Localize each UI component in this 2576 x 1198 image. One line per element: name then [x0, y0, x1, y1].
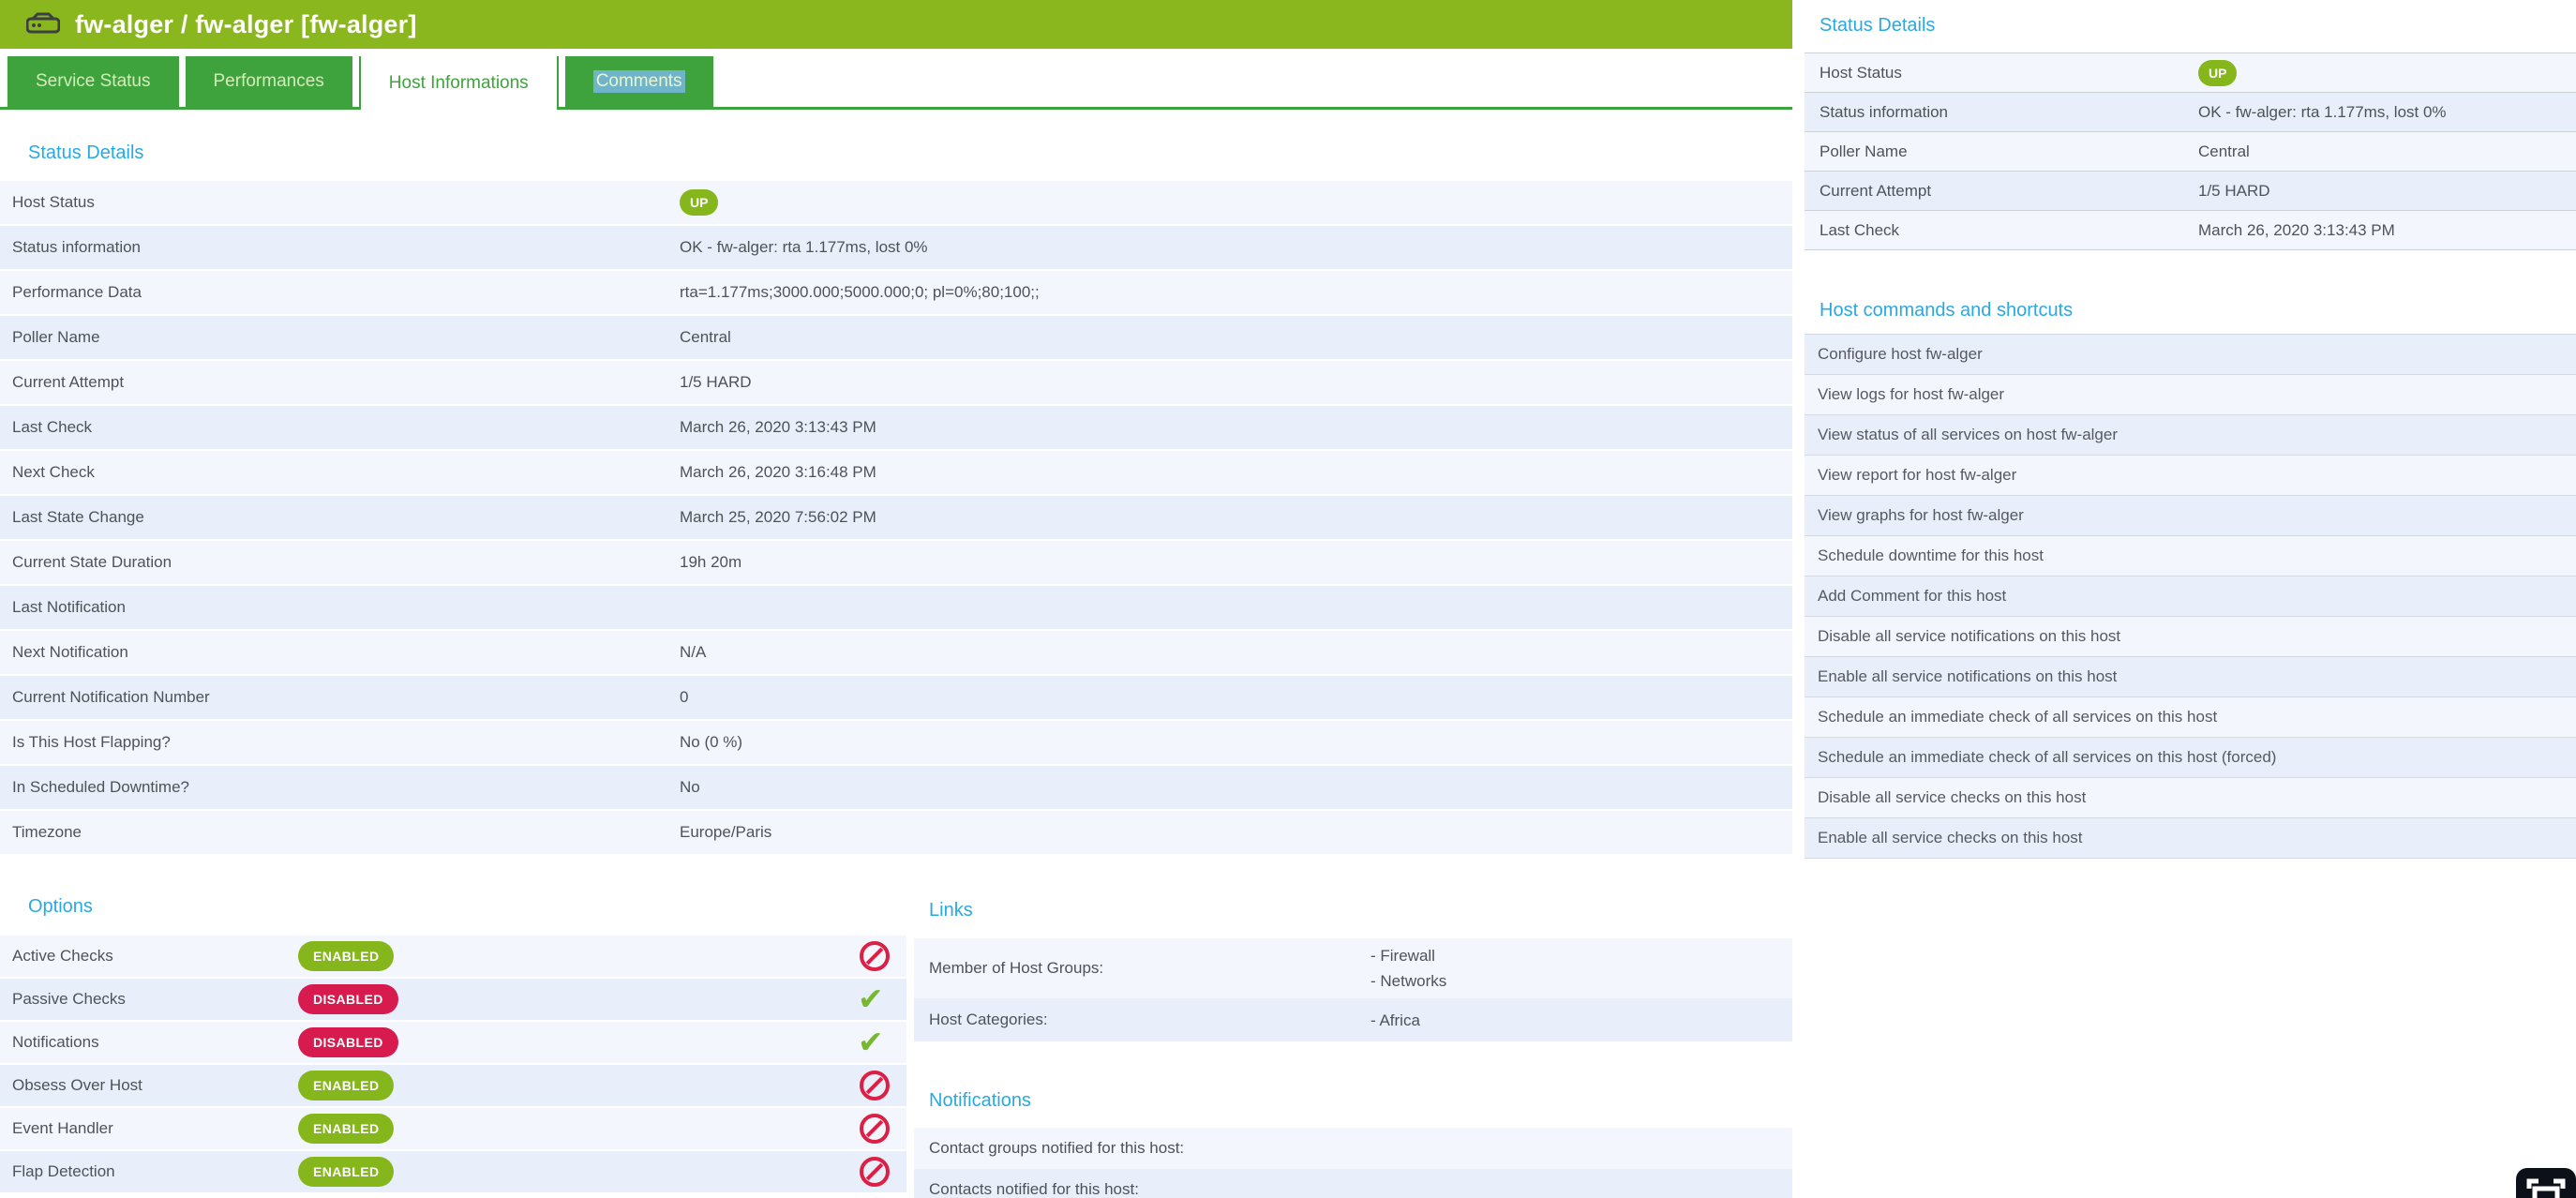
host-status-badge: UP [2198, 59, 2238, 86]
host-header: fw-alger / fw-alger [fw-alger] [0, 0, 1792, 49]
side-status-details-title: Status Details [1820, 15, 1936, 36]
option-row: Obsess Over Host ENABLED [0, 1065, 906, 1108]
options-table: Active Checks ENABLED Passive Checks DISAB… [0, 936, 906, 1194]
host-server-icon [26, 12, 60, 37]
check-icon[interactable] [858, 983, 890, 1015]
host-category-link[interactable]: - Africa [1370, 1011, 1420, 1029]
command-enable-service-checks[interactable]: Enable all service checks on this host [1805, 818, 2576, 859]
command-view-status-all-services[interactable]: View status of all services on host fw-a… [1805, 415, 2576, 456]
table-row: Next Check March 26, 2020 3:16:48 PM [0, 451, 1792, 496]
table-row: Last Check March 26, 2020 3:13:43 PM [0, 406, 1792, 451]
table-row: Host Categories: - Africa [914, 998, 1792, 1041]
table-row: Is This Host Flapping? No (0 %) [0, 721, 1792, 766]
deny-icon[interactable] [860, 1071, 890, 1101]
links-table: Member of Host Groups: - Firewall - Netw… [914, 938, 1792, 1041]
notifications-title: Notifications [929, 1090, 1031, 1111]
command-disable-service-checks[interactable]: Disable all service checks on this host [1805, 778, 2576, 818]
table-row: Contacts notified for this host: [914, 1169, 1792, 1198]
table-row: Member of Host Groups: - Firewall - Netw… [914, 938, 1792, 998]
table-row: Host Status UP [1805, 53, 2576, 93]
status-details-table: Host Status UP Status information OK - fw-… [0, 181, 1792, 856]
option-row: Notifications DISABLED [0, 1022, 906, 1065]
selected-text: Comments [592, 70, 685, 93]
side-status-table: Host Status UP Status information OK - fw-… [1805, 52, 2576, 250]
table-row: In Scheduled Downtime? No [0, 766, 1792, 811]
table-row: Last Notification [0, 586, 1792, 631]
state-badge: ENABLED [298, 941, 395, 971]
host-commands-title: Host commands and shortcuts [1820, 300, 2074, 321]
tab-underline [0, 107, 1792, 110]
table-row: Current State Duration 19h 20m [0, 541, 1792, 586]
table-row: Performance Data rta=1.177ms;3000.000;500… [0, 271, 1792, 316]
state-badge: ENABLED [298, 1071, 395, 1101]
tab-strip: Service Status Performances Host Informa… [0, 56, 1792, 110]
option-row: Passive Checks DISABLED [0, 979, 906, 1022]
table-row: Poller Name Central [1805, 132, 2576, 172]
command-schedule-downtime[interactable]: Schedule downtime for this host [1805, 536, 2576, 577]
table-row: Contact groups notified for this host: [914, 1128, 1792, 1169]
table-row: Current Attempt 1/5 HARD [1805, 172, 2576, 211]
tab-performances[interactable]: Performances [185, 56, 352, 107]
command-add-comment[interactable]: Add Comment for this host [1805, 577, 2576, 617]
tab-host-informations[interactable]: Host Informations [358, 56, 559, 110]
command-enable-service-notifications[interactable]: Enable all service notifications on this… [1805, 657, 2576, 697]
command-schedule-immediate-check[interactable]: Schedule an immediate check of all servi… [1805, 697, 2576, 738]
status-details-title: Status Details [28, 142, 144, 163]
check-icon[interactable] [858, 1026, 890, 1058]
command-view-report[interactable]: View report for host fw-alger [1805, 456, 2576, 496]
table-row: Next Notification N/A [0, 631, 1792, 676]
table-row: Status information OK - fw-alger: rta 1.1… [1805, 93, 2576, 132]
option-row: Flap Detection ENABLED [0, 1151, 906, 1194]
table-row: Host Status UP [0, 181, 1792, 226]
command-view-graphs[interactable]: View graphs for host fw-alger [1805, 496, 2576, 536]
table-row: Current Notification Number 0 [0, 676, 1792, 721]
notifications-table: Contact groups notified for this host: C… [914, 1128, 1792, 1198]
option-row: Active Checks ENABLED [0, 936, 906, 979]
command-configure-host[interactable]: Configure host fw-alger [1805, 335, 2576, 375]
deny-icon[interactable] [860, 941, 890, 971]
host-status-badge: UP [680, 189, 719, 216]
table-row: Last Check March 26, 2020 3:13:43 PM [1805, 211, 2576, 250]
command-schedule-immediate-check-forced[interactable]: Schedule an immediate check of all servi… [1805, 738, 2576, 778]
host-group-link[interactable]: - Networks [1370, 972, 1447, 990]
tab-service-status[interactable]: Service Status [7, 56, 179, 107]
host-commands-list: Configure host fw-alger View logs for ho… [1805, 334, 2576, 859]
command-disable-service-notifications[interactable]: Disable all service notifications on thi… [1805, 617, 2576, 657]
table-row: Timezone Europe/Paris [0, 811, 1792, 856]
deny-icon[interactable] [860, 1114, 890, 1144]
fullscreen-button[interactable] [2516, 1168, 2576, 1198]
fullscreen-icon [2526, 1178, 2566, 1198]
options-title: Options [28, 896, 93, 917]
state-badge: DISABLED [298, 984, 398, 1014]
table-row: Poller Name Central [0, 316, 1792, 361]
page-title: fw-alger / fw-alger [fw-alger] [75, 9, 417, 38]
state-badge: ENABLED [298, 1114, 395, 1144]
state-badge: DISABLED [298, 1027, 398, 1057]
table-row: Current Attempt 1/5 HARD [0, 361, 1792, 406]
table-row: Status information OK - fw-alger: rta 1.1… [0, 226, 1792, 271]
tab-comments[interactable]: Comments [564, 56, 713, 107]
table-row: Last State Change March 25, 2020 7:56:02 … [0, 496, 1792, 541]
option-row: Event Handler ENABLED [0, 1108, 906, 1151]
command-view-logs[interactable]: View logs for host fw-alger [1805, 375, 2576, 415]
deny-icon[interactable] [860, 1157, 890, 1187]
host-group-link[interactable]: - Firewall [1370, 947, 1435, 965]
state-badge: ENABLED [298, 1157, 395, 1187]
links-title: Links [929, 900, 973, 921]
